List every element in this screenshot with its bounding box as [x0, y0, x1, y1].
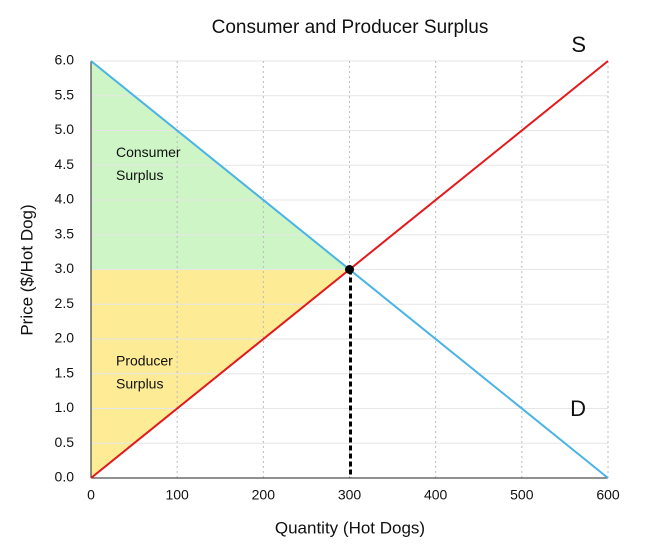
- x-tick-label: 0: [87, 487, 95, 503]
- area-label: Surplus: [116, 167, 163, 183]
- y-axis-label: Price ($/Hot Dog): [17, 204, 36, 335]
- y-tick-label: 0.0: [55, 469, 75, 485]
- y-tick-label: 6.0: [55, 52, 75, 68]
- area-label: Consumer: [116, 144, 181, 160]
- area-label: Producer: [116, 352, 173, 368]
- y-tick-label: 1.5: [55, 364, 75, 380]
- chart-title: Consumer and Producer Surplus: [212, 17, 489, 38]
- x-tick-label: 300: [338, 487, 362, 503]
- x-axis-label: Quantity (Hot Dogs): [275, 518, 425, 537]
- series-label: S: [571, 32, 586, 57]
- y-tick-label: 4.5: [55, 156, 75, 172]
- x-tick-label: 400: [424, 487, 448, 503]
- y-tick-label: 0.5: [55, 434, 75, 450]
- x-tick-label: 600: [596, 487, 620, 503]
- x-tick-label: 100: [165, 487, 189, 503]
- y-tick-label: 2.5: [55, 295, 75, 311]
- equilibrium-point: [345, 265, 354, 274]
- y-tick-label: 3.5: [55, 225, 75, 241]
- y-tick-label: 1.0: [55, 399, 75, 415]
- y-tick-label: 2.0: [55, 330, 75, 346]
- y-tick-label: 3.0: [55, 260, 75, 276]
- area-label: Surplus: [116, 375, 163, 391]
- x-tick-label: 500: [510, 487, 534, 503]
- series-label: D: [570, 396, 586, 421]
- y-tick-label: 5.0: [55, 121, 75, 137]
- y-tick-label: 4.0: [55, 191, 75, 207]
- y-tick-label: 5.5: [55, 86, 75, 102]
- x-tick-label: 200: [252, 487, 276, 503]
